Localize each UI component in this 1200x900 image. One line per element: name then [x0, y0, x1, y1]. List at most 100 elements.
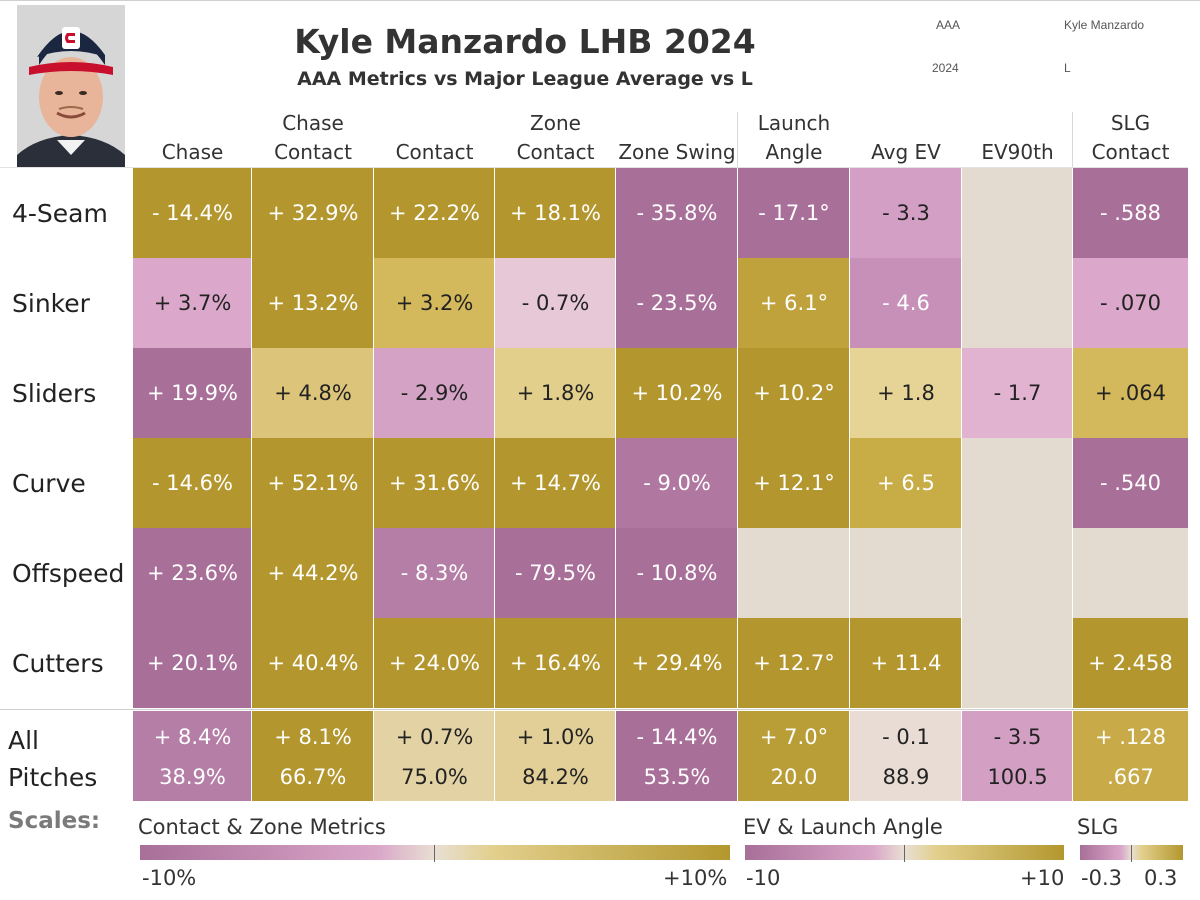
all-pitches-cell: - 0.1 88.9: [850, 711, 962, 801]
row-label-all-pitches: All Pitches: [8, 722, 97, 796]
row-label-0: 4-Seam: [12, 198, 108, 228]
scale-tick-slg: [1131, 845, 1132, 862]
heatmap-cell: [738, 528, 850, 618]
heatmap-cell: + 16.4%: [495, 618, 616, 708]
column-header-0: Chase: [133, 112, 252, 167]
all-pitches-cell: - 3.5 100.5: [962, 711, 1073, 801]
heatmap-cell: + 1.8: [850, 348, 962, 438]
column-header-line2: Zone Swing: [618, 140, 736, 164]
heatmap-cell: [962, 168, 1073, 258]
heatmap-cell: - 14.4%: [133, 168, 252, 258]
all-pitches-diff: - 0.1: [882, 725, 930, 749]
column-header-line1: Launch: [757, 111, 831, 135]
all-pitches-diff: + .128: [1094, 725, 1167, 749]
column-header-line2: Angle: [765, 140, 823, 164]
column-separator: [737, 168, 738, 801]
column-separator: [961, 168, 962, 801]
heatmap-cell: - 3.3: [850, 168, 962, 258]
all-pitches-diff: + 0.7%: [395, 725, 474, 749]
row-label-4: Offspeed: [12, 558, 125, 588]
column-header-line2: EV90th: [981, 140, 1054, 164]
group-separator: [737, 112, 738, 168]
scales-heading: Scales:: [8, 808, 101, 834]
heatmap-cell: - 1.7: [962, 348, 1073, 438]
all-pitches-value: 20.0: [770, 765, 818, 789]
scale-min-ev-launch: -10: [746, 866, 781, 890]
meta-hand: L: [1064, 61, 1071, 75]
all-pitches-value: 66.7%: [279, 765, 347, 789]
column-header-2: Contact: [374, 112, 495, 167]
heatmap-cell: - .588: [1073, 168, 1188, 258]
heatmap-cell: + 1.8%: [495, 348, 616, 438]
all-pitches-diff: + 1.0%: [516, 725, 595, 749]
row-label-5: Cutters: [12, 648, 104, 678]
row-label-1: Sinker: [12, 288, 90, 318]
heatmap-cell: + 14.7%: [495, 438, 616, 528]
top-border: [0, 0, 1200, 1]
column-header-line2: Contact: [395, 140, 474, 164]
scale-max-ev-launch: +10: [1020, 866, 1065, 890]
all-pitches-cell: - 14.4% 53.5%: [616, 711, 738, 801]
heatmap-cell: + 18.1%: [495, 168, 616, 258]
heatmap-cell: + 3.2%: [374, 258, 495, 348]
heatmap-cell: - 9.0%: [616, 438, 738, 528]
heatmap-cell: - 35.8%: [616, 168, 738, 258]
all-pitches-diff: + 8.1%: [274, 725, 352, 749]
column-header-line2: Avg EV: [871, 140, 941, 164]
heatmap-cell: + 31.6%: [374, 438, 495, 528]
heatmap-cell: - .070: [1073, 258, 1188, 348]
meta-year: 2024: [932, 61, 959, 75]
heatmap-cell: + 12.1°: [738, 438, 850, 528]
heatmap-cell: [1073, 528, 1188, 618]
column-header-line2: Contact: [1091, 140, 1170, 164]
heatmap-cell: [850, 528, 962, 618]
heatmap-cell: + 6.5: [850, 438, 962, 528]
all-pitches-value: 100.5: [987, 765, 1048, 789]
column-header-line2: Contact: [274, 140, 352, 164]
all-pitches-value: 84.2%: [522, 765, 589, 789]
scale-title-ev-launch: EV & Launch Angle: [743, 815, 943, 839]
header-divider: [0, 167, 1188, 168]
player-photo: [17, 5, 125, 167]
all-pitches-value: .667: [1107, 765, 1154, 789]
heatmap-cell: + 4.8%: [252, 348, 374, 438]
heatmap-cell: + 2.458: [1073, 618, 1188, 708]
all-pitches-cell: + 8.4% 38.9%: [133, 711, 252, 801]
chart-title: Kyle Manzardo LHB 2024: [294, 22, 756, 61]
player-portrait-image: [17, 5, 125, 167]
all-pitches-diff: - 3.5: [993, 725, 1042, 749]
column-separator: [251, 168, 252, 801]
heatmap-cell: - .540: [1073, 438, 1188, 528]
all-pitches-diff: + 8.4%: [153, 725, 232, 749]
all-pitches-value: 75.0%: [401, 765, 468, 789]
heatmap-cell: + .064: [1073, 348, 1188, 438]
heatmap-cell: - 2.9%: [374, 348, 495, 438]
column-header-line1: Zone: [530, 111, 581, 135]
heatmap-cell: + 52.1%: [252, 438, 374, 528]
scale-max-contact-zone: +10%: [663, 866, 728, 890]
scale-title-slg: SLG: [1077, 815, 1119, 839]
scale-title-contact-zone: Contact & Zone Metrics: [138, 815, 386, 839]
all-pitches-cell: + 0.7% 75.0%: [374, 711, 495, 801]
heatmap-cell: + 29.4%: [616, 618, 738, 708]
all-pitches-cell: + 1.0% 84.2%: [495, 711, 616, 801]
heatmap-cell: + 19.9%: [133, 348, 252, 438]
heatmap-cell: + 44.2%: [252, 528, 374, 618]
scale-max-slg: 0.3: [1144, 866, 1178, 890]
scale-min-contact-zone: -10%: [142, 866, 197, 890]
column-header-3: Zone Contact: [495, 111, 616, 167]
all-pitches-cell: + 8.1% 66.7%: [252, 711, 374, 801]
column-header-line1: Chase: [282, 111, 344, 135]
all-label-line2: Pitches: [8, 763, 98, 792]
heatmap-cell: + 24.0%: [374, 618, 495, 708]
all-pitches-value: 88.9: [882, 765, 930, 789]
heatmap-cell: + 10.2%: [616, 348, 738, 438]
heatmap-cell: [962, 528, 1073, 618]
heatmap-cell: [962, 618, 1073, 708]
all-label-line1: All: [8, 726, 39, 755]
heatmap-cell: + 3.7%: [133, 258, 252, 348]
group-separator: [1072, 112, 1073, 168]
heatmap-cell: + 22.2%: [374, 168, 495, 258]
scale-bar-contact-zone: [140, 845, 730, 860]
column-header-4: Zone Swing: [616, 112, 738, 167]
